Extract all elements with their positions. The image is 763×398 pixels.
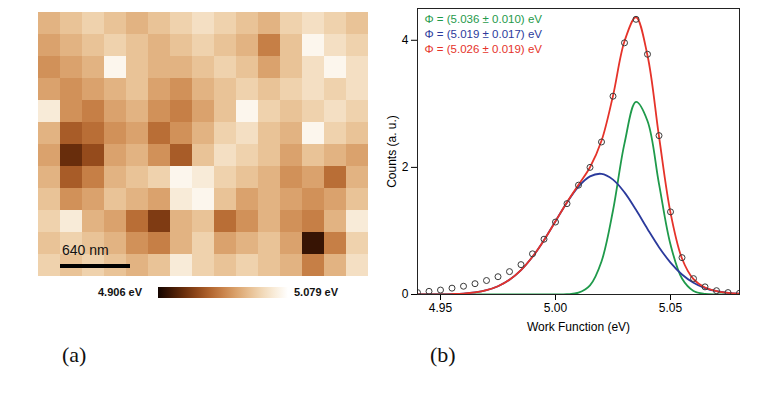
svg-text:2: 2 bbox=[402, 160, 409, 174]
html-text:(b): (b) bbox=[430, 342, 456, 367]
html-text:640 nm: 640 nm bbox=[62, 242, 109, 258]
svg-text:Φ = (5.026 ± 0.019) eV: Φ = (5.026 ± 0.019) eV bbox=[425, 43, 543, 55]
svg-text:Work Function (eV): Work Function (eV) bbox=[527, 320, 630, 334]
svg-text:4.95: 4.95 bbox=[429, 301, 453, 315]
svg-text:5.05: 5.05 bbox=[659, 301, 683, 315]
svg-text:Counts (a. u.): Counts (a. u.) bbox=[385, 115, 399, 188]
svg-text:4: 4 bbox=[402, 33, 409, 47]
html-text:5.079 eV: 5.079 eV bbox=[294, 286, 338, 298]
html-text:4.906 eV: 4.906 eV bbox=[98, 286, 142, 298]
html-text:(a): (a) bbox=[62, 342, 87, 367]
svg-text:0: 0 bbox=[402, 287, 409, 301]
svg-text:Φ = (5.036 ± 0.010) eV: Φ = (5.036 ± 0.010) eV bbox=[425, 13, 543, 25]
svg-text:Φ = (5.019 ± 0.017) eV: Φ = (5.019 ± 0.017) eV bbox=[425, 28, 543, 40]
svg-text:5.00: 5.00 bbox=[544, 301, 568, 315]
